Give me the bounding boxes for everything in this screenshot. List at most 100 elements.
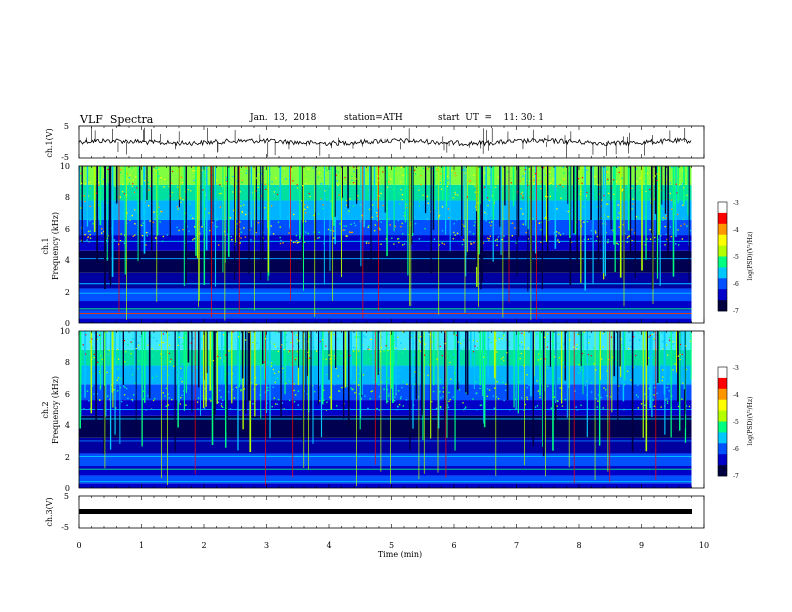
spectrogram-speckle xyxy=(218,347,220,349)
spectrogram-speckle xyxy=(361,214,363,217)
spectrogram-hotspot xyxy=(543,336,546,338)
spectrogram-speckle xyxy=(472,398,474,400)
spectrogram-speckle xyxy=(284,178,287,180)
spectrogram-speckle xyxy=(292,241,295,244)
spectrogram-speckle xyxy=(365,242,368,244)
spectrogram-speckle xyxy=(447,406,450,409)
spectrogram-speckle xyxy=(152,221,155,224)
spectrogram-speckle xyxy=(215,370,218,372)
spectrogram-speckle xyxy=(239,380,242,382)
spectrogram-speckle xyxy=(137,367,139,370)
spectrogram-speckle xyxy=(670,208,673,210)
spectrogram-speckle xyxy=(97,203,100,206)
spectrogram-speckle xyxy=(666,398,668,400)
ch2-spectrogram-image xyxy=(79,331,692,488)
spectrogram-speckle xyxy=(236,357,238,359)
spectrogram-speckle xyxy=(626,207,629,209)
spectrogram-hotspot xyxy=(522,197,524,199)
spectrogram-speckle xyxy=(138,359,140,362)
spectrogram-speckle xyxy=(465,392,467,394)
spectrogram-speckle xyxy=(161,210,163,213)
spectrogram-speckle xyxy=(239,221,241,223)
spectrogram-speckle xyxy=(119,386,122,389)
spectrogram-hotspot xyxy=(446,175,449,177)
spectrogram-speckle xyxy=(459,342,462,345)
spectrogram-hotspot xyxy=(495,340,497,342)
spectrogram-speckle xyxy=(120,377,122,380)
spectrogram-hotspot xyxy=(681,353,683,355)
spectrogram-speckle xyxy=(147,231,149,234)
spectrogram-speckle xyxy=(241,211,243,214)
spectrogram-speckle xyxy=(88,400,90,402)
spectrogram-speckle xyxy=(204,397,206,400)
spectrogram-speckle xyxy=(452,369,454,372)
spectrogram-speckle xyxy=(488,239,490,242)
colorbar-segment xyxy=(718,300,727,312)
spectrogram-speckle xyxy=(633,378,636,380)
spectrogram-speckle xyxy=(406,383,408,386)
spectrogram-speckle xyxy=(393,243,395,245)
spectrogram-speckle xyxy=(124,351,127,353)
spectrogram-hotspot xyxy=(85,182,87,185)
spectrogram-hotspot xyxy=(91,358,93,360)
spectrogram-speckle xyxy=(348,231,351,233)
spectrogram-hotspot xyxy=(523,331,525,333)
spectrogram-speckle xyxy=(626,370,629,372)
spectrogram-speckle xyxy=(409,336,412,339)
spectrogram-band xyxy=(79,483,692,488)
spectrogram-speckle xyxy=(508,344,511,347)
spectrogram-speckle xyxy=(304,338,306,340)
spectrogram-speckle xyxy=(426,186,428,188)
spectrogram-speckle xyxy=(593,347,595,349)
spectrogram-hotspot xyxy=(683,187,685,189)
spectrogram-speckle xyxy=(207,187,210,189)
spectrogram-hotspot xyxy=(668,339,671,341)
spectrogram-speckle xyxy=(521,397,523,399)
spectrogram-speckle xyxy=(522,195,524,197)
spectrogram-speckle xyxy=(378,227,380,229)
ch2-cbar-tick-m7: -7 xyxy=(733,473,739,480)
spectrogram-hotspot xyxy=(418,189,420,191)
spectrogram-hotspot xyxy=(607,178,609,180)
spectrogram-speckle xyxy=(644,393,646,395)
spectrogram-speckle xyxy=(177,208,179,210)
spectrogram-speckle xyxy=(338,390,340,392)
spectrogram-speckle xyxy=(603,214,606,216)
spectrogram-speckle xyxy=(611,356,614,358)
spectrogram-speckle xyxy=(285,341,288,343)
spectrogram-speckle xyxy=(160,210,162,213)
spectrogram-speckle xyxy=(287,378,290,380)
spectrogram-hotspot xyxy=(581,352,584,355)
spectrogram-speckle xyxy=(352,205,355,207)
spectrogram-speckle xyxy=(292,345,294,347)
spectrogram-hotspot xyxy=(441,355,443,357)
spectrogram-speckle xyxy=(419,341,422,343)
spectrogram-speckle xyxy=(92,223,94,225)
spectrogram-speckle xyxy=(595,369,597,371)
spectrogram-speckle xyxy=(587,342,590,344)
spectrogram-band xyxy=(79,301,692,311)
spectrogram-speckle xyxy=(402,331,404,333)
spectrogram-speckle xyxy=(328,185,330,187)
spectrogram-speckle xyxy=(562,233,565,235)
spectrogram-speckle xyxy=(514,227,516,229)
spectrogram-hotspot xyxy=(263,361,265,363)
spectrogram-hotspot xyxy=(679,343,682,346)
spectrogram-speckle xyxy=(180,201,182,204)
spectrogram-speckle xyxy=(649,238,652,240)
spectrogram-speckle xyxy=(335,170,338,172)
spectrogram-speckle xyxy=(297,404,299,406)
spectrogram-speckle xyxy=(230,236,232,238)
spectrogram-hotspot xyxy=(675,183,677,185)
spectrogram-speckle xyxy=(100,355,102,357)
spectrogram-speckle xyxy=(393,400,396,402)
spectrogram-speckle xyxy=(617,204,619,206)
spectrogram-speckle xyxy=(540,187,542,190)
spectrogram-speckle xyxy=(270,362,273,364)
spectrogram-speckle xyxy=(632,198,634,200)
spectrogram-speckle xyxy=(155,375,158,377)
spectrogram-speckle xyxy=(312,346,315,349)
spectrogram-speckle xyxy=(132,338,134,340)
spectrogram-speckle xyxy=(558,241,560,243)
ch1-ytick-8: 8 xyxy=(65,193,70,202)
